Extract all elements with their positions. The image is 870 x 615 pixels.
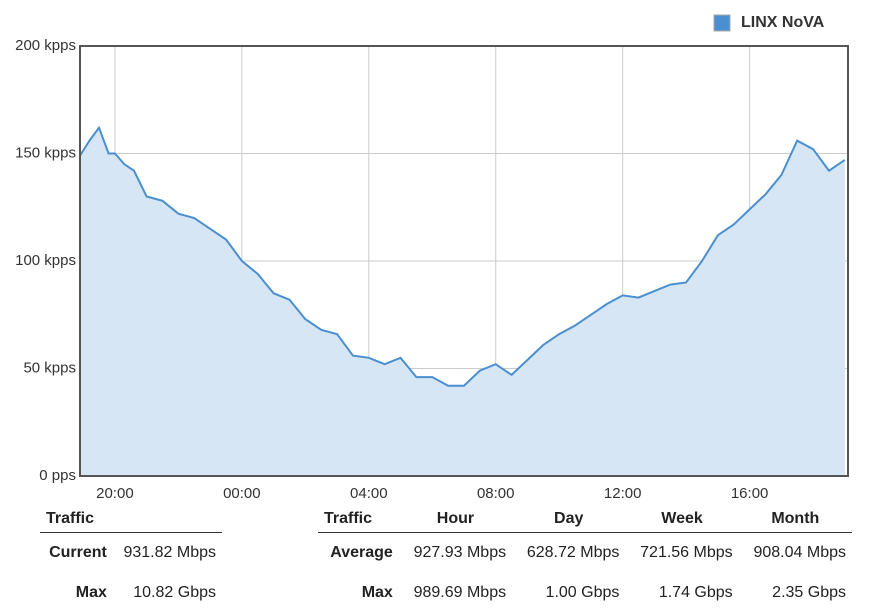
cell: 628.72 Mbps bbox=[526, 544, 620, 561]
chart: 0 pps 50 kpps 100 kpps 150 kpps 200 kpps 20:0… bbox=[15, 14, 849, 502]
cell: 1.74 Gbps bbox=[658, 584, 733, 601]
legend-label: LINX NoVA bbox=[741, 14, 825, 31]
x-tick-label: 08:00 bbox=[477, 485, 515, 502]
y-tick-label: 0 pps bbox=[39, 467, 76, 484]
x-tick-label: 20:00 bbox=[96, 485, 134, 502]
legend-marker bbox=[713, 14, 731, 32]
cell: 908.04 Mbps bbox=[753, 544, 846, 561]
plot-border bbox=[79, 45, 849, 477]
cell: 931.82 Mbps bbox=[123, 544, 216, 561]
cell: 1.00 Gbps bbox=[545, 584, 620, 601]
summary-left: Traffic Current 931.82 Mbps Max 10.82 Gbps bbox=[40, 506, 222, 613]
cell: 2.35 Gbps bbox=[772, 584, 846, 601]
cell: 10.82 Gbps bbox=[133, 584, 216, 601]
row-label: Average bbox=[330, 544, 393, 561]
line bbox=[79, 125, 846, 387]
y-tick-label: 200 kpps bbox=[15, 37, 76, 54]
header: Week bbox=[625, 506, 739, 533]
header: Traffic bbox=[318, 506, 399, 533]
x-tick-label: 16:00 bbox=[731, 485, 769, 502]
summary-right: Traffic Hour Day Week Month Average 927.… bbox=[318, 506, 852, 613]
header: Day bbox=[512, 506, 626, 533]
cell: 989.69 Mbps bbox=[413, 584, 507, 601]
y-tick-label: 100 kpps bbox=[15, 252, 76, 269]
header: Month bbox=[738, 506, 852, 533]
area bbox=[80, 127, 845, 476]
x-tick-label: 04:00 bbox=[350, 485, 388, 502]
header: Hour bbox=[398, 506, 513, 533]
y-tick-label: 150 kpps bbox=[15, 144, 76, 161]
row-label: Max bbox=[361, 584, 393, 601]
cell: 927.93 Mbps bbox=[413, 544, 507, 561]
x-tick-label: 12:00 bbox=[604, 485, 642, 502]
header: Traffic bbox=[40, 506, 222, 533]
x-tick-label: 00:00 bbox=[223, 485, 261, 502]
cell: 721.56 Mbps bbox=[640, 544, 733, 561]
row-label: Max bbox=[75, 584, 107, 601]
row-label: Current bbox=[49, 544, 107, 561]
y-tick-label: 50 kpps bbox=[23, 359, 76, 376]
